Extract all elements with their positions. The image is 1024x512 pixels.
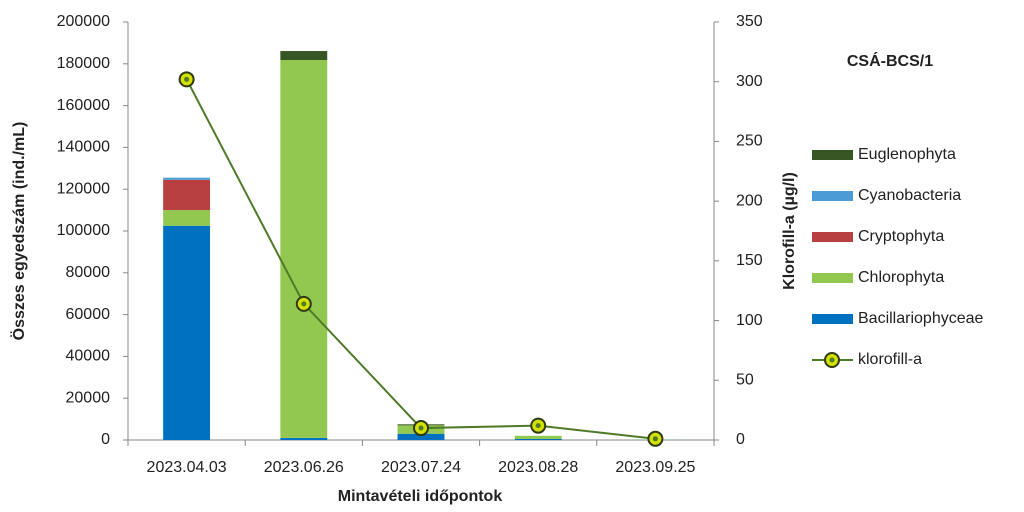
bar-segment [280,51,328,61]
legend-swatch [812,273,853,283]
x-tick-label: 2023.06.26 [264,459,344,476]
y2-tick-label: 100 [736,312,763,329]
bar-segment [280,60,328,438]
legend-label: Chlorophyta [858,269,944,286]
line-marker-dot [652,436,658,442]
y-tick-label: 0 [101,431,110,448]
line [185,78,656,440]
y-tick-label: 20000 [66,389,111,406]
y-tick-label: 180000 [57,55,110,72]
x-tick-label: 2023.08.28 [498,459,578,476]
x-tick-label: 2023.04.03 [147,459,227,476]
bar-segment [280,437,328,440]
y-tick-label: 140000 [57,139,110,156]
y-tick-label: 100000 [57,222,110,239]
x-tick-label: 2023.09.25 [615,459,695,476]
legend-label: Cyanobacteria [858,187,961,204]
y-tick-label: 60000 [66,306,111,323]
x-axis-title: Mintavételi időpontok [338,488,503,505]
line-marker-dot [418,425,424,431]
chart-title: CSÁ-BCS/1 [847,51,933,70]
y2-tick-label: 250 [736,133,763,150]
legend-label: Euglenophyta [858,146,956,163]
bar-segment [397,433,445,440]
legend-label: Cryptophyta [858,228,944,245]
legend-swatch [812,191,853,201]
legend-label: Bacillariophyceae [858,310,984,327]
line-marker-dot [301,301,307,307]
legend-swatch [812,150,853,160]
y2-tick-label: 300 [736,73,763,90]
bar-segment [514,435,562,439]
y-tick-label: 200000 [57,13,110,30]
y2-tick-label: 0 [736,431,745,448]
bar-segment [163,225,211,440]
legend-swatch [812,314,853,324]
bar-segment [514,438,562,440]
y2-tick-label: 150 [736,252,763,269]
y-tick-label: 160000 [57,97,110,114]
y-axis-title: Összes egyedszám (ind./mL) [9,122,28,341]
bar-segment [163,179,211,211]
y2-axis-title: Klorofill-a (µg/l) [781,172,798,290]
x-tick-label: 2023.07.24 [381,459,461,476]
y-tick-label: 80000 [66,264,111,281]
y2-tick-label: 350 [736,13,763,30]
line-marker-dot [535,423,541,429]
line-marker-dot [184,76,190,82]
y2-tick-label: 50 [736,372,754,389]
bar-segment [163,177,211,180]
y-tick-label: 120000 [57,180,110,197]
y-tick-label: 40000 [66,348,111,365]
legend-marker-dot [829,357,835,363]
legend-label: klorofill-a [858,351,922,368]
bar-segment [163,210,211,226]
legend-swatch [812,232,853,242]
y2-tick-label: 200 [736,192,763,209]
